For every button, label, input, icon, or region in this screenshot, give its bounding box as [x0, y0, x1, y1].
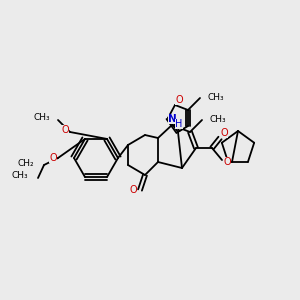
- Text: CH₃: CH₃: [210, 116, 226, 124]
- Text: O: O: [175, 95, 183, 105]
- Text: O: O: [61, 125, 69, 135]
- Text: CH₃: CH₃: [33, 113, 50, 122]
- Text: CH₃: CH₃: [11, 172, 28, 181]
- Text: H: H: [175, 119, 183, 129]
- Text: O: O: [49, 153, 57, 163]
- Text: CH₂: CH₂: [17, 158, 34, 167]
- Text: O: O: [220, 128, 228, 138]
- Text: N: N: [168, 114, 176, 124]
- Text: O: O: [129, 185, 137, 195]
- Text: CH₃: CH₃: [208, 94, 225, 103]
- Text: O: O: [223, 157, 231, 167]
